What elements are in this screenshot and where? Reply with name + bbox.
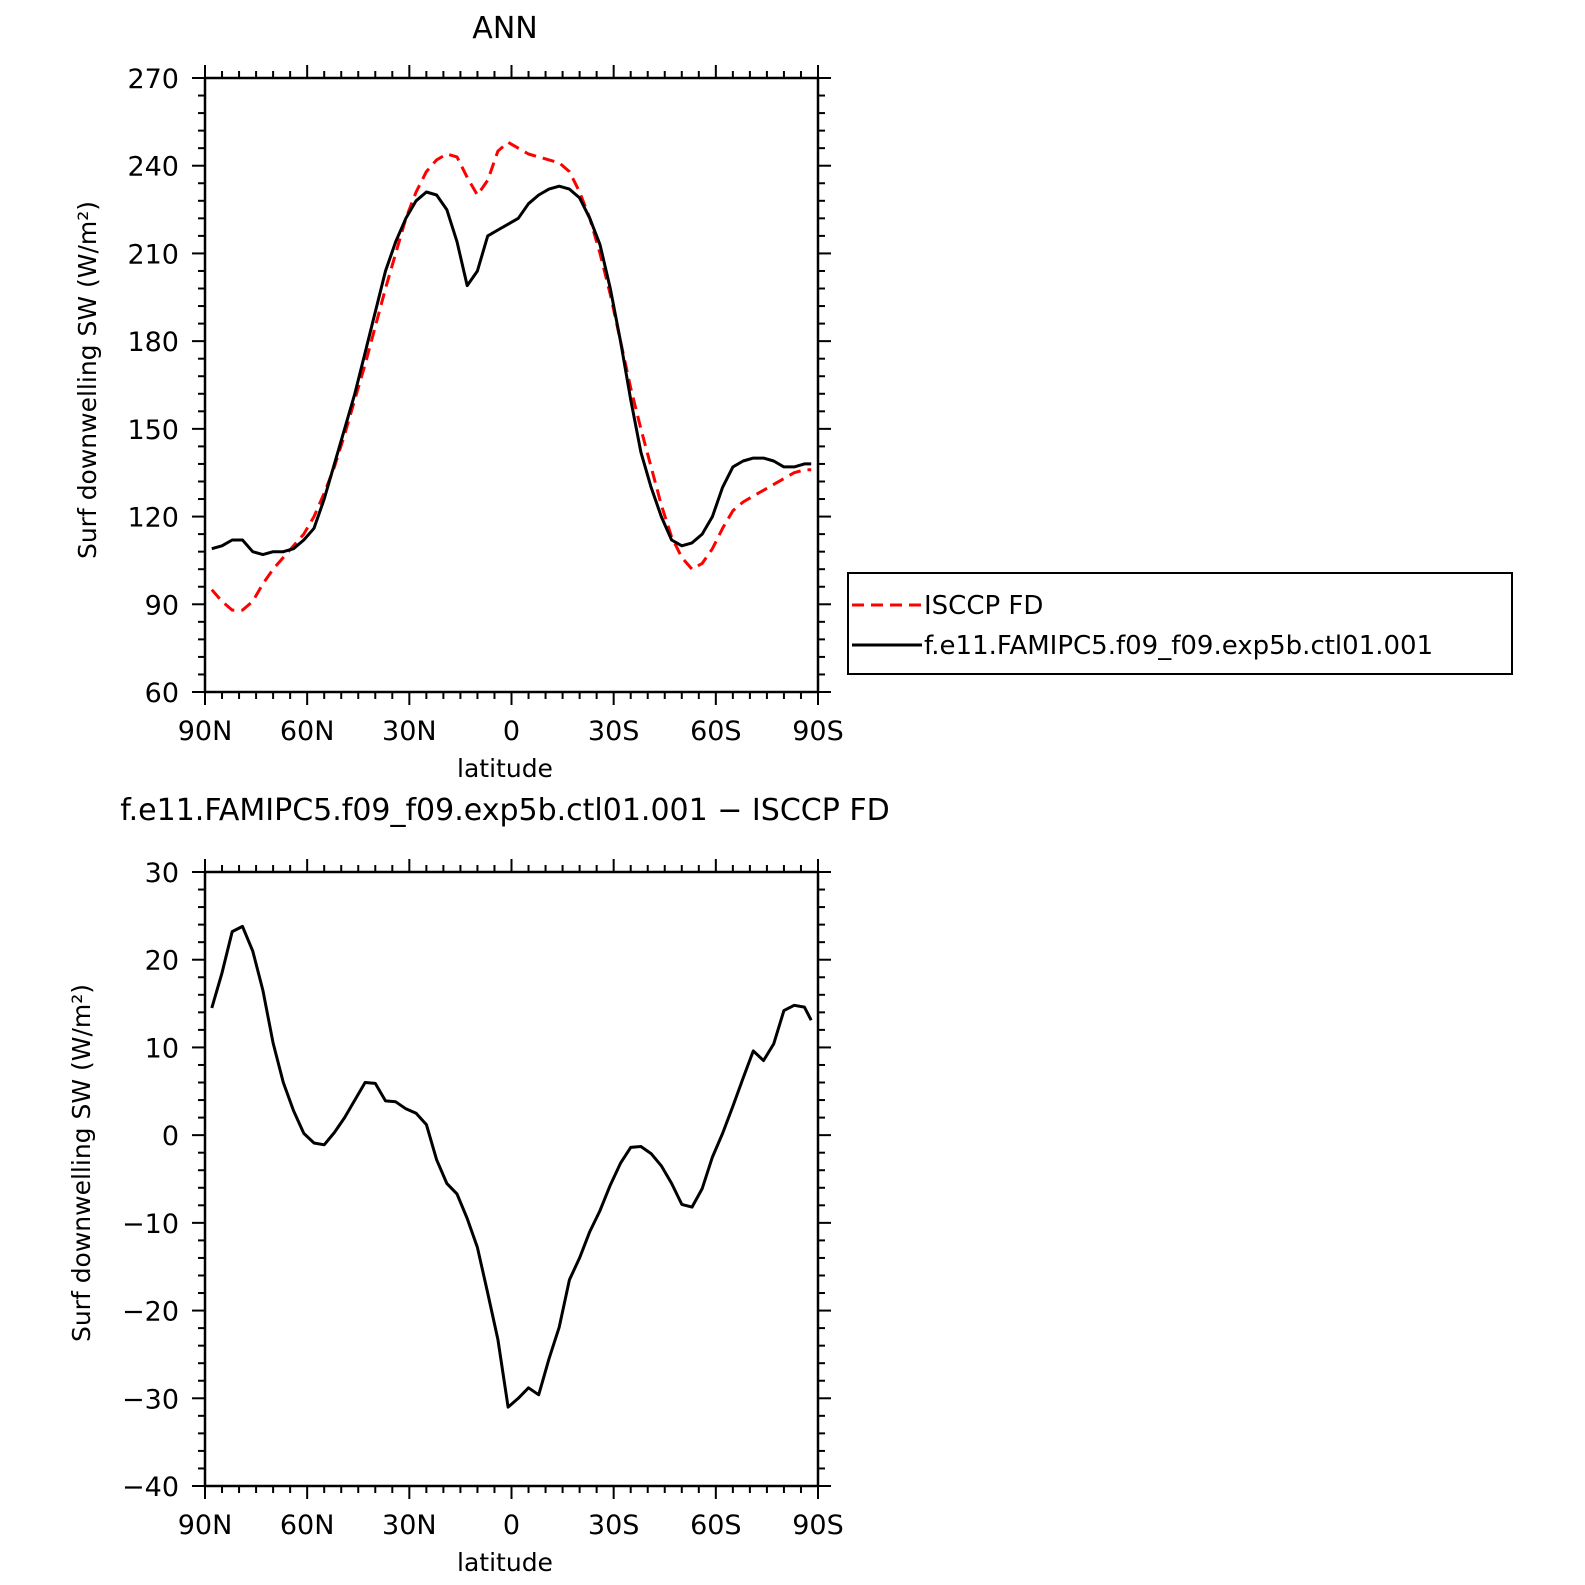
series-line-0 [210,924,813,1409]
y-tick-label: 240 [127,152,179,183]
y-tick-label: 0 [162,1121,179,1152]
chart-panel-difference: f.e11.FAMIPC5.f09_f09.exp5b.ctl01.001 − … [67,793,890,1577]
y-tick-label: −30 [122,1384,179,1415]
y-tick-label: 30 [145,858,179,889]
legend-label-isccp: ISCCP FD [924,591,1043,621]
x-tick-label: 30S [588,1510,640,1541]
x-tick-label: 60N [280,716,335,747]
plot-area: 90N 60N 30N 0 30S 60S 90S 60 90 120 150 180 210 240 27… [127,64,843,747]
y-tick-label: 20 [145,946,179,977]
x-tick-label: 30N [382,716,437,747]
x-axis-label: latitude [457,754,553,783]
y-tick-label: −10 [122,1209,179,1240]
chart-title: f.e11.FAMIPC5.f09_f09.exp5b.ctl01.001 − … [120,793,889,828]
y-axis-label: Surf downwelling SW (W/m²) [73,201,102,559]
chart-title: ANN [472,11,537,46]
x-tick-label: 60S [690,1510,742,1541]
x-tick-label: 30S [588,716,640,747]
x-tick-label: 90S [792,1510,844,1541]
y-tick-label: −40 [122,1472,179,1503]
x-tick-label: 30N [382,1510,437,1541]
x-tick-label: 0 [503,1510,520,1541]
y-tick-label: 150 [127,415,179,446]
y-tick-label: 180 [127,327,179,358]
plot-area: 90N 60N 30N 0 30S 60S 90S −40 −30 −20 −10 0 10 20 30 [122,858,844,1541]
y-tick-label: 60 [145,678,179,709]
x-tick-label: 90S [792,716,844,747]
y-tick-label: −20 [122,1297,179,1328]
y-tick-label: 10 [145,1033,179,1064]
plot-frame [203,870,820,1488]
x-tick-label: 0 [503,716,520,747]
x-tick-label: 90N [178,716,233,747]
y-axis-label: Surf downwelling SW (W/m²) [67,984,96,1342]
y-tick-label: 90 [145,590,179,621]
legend-box [847,572,1513,675]
plot-frame [203,76,820,694]
y-tick-label: 120 [127,503,179,534]
y-tick-label: 210 [127,239,179,270]
chart-panel-annual: ANN 90N 60N 30N 0 30S 60S 90S 60 90 120 150 180 210 2… [73,11,844,783]
series-line-1 [211,184,812,557]
y-tick-label: 270 [127,64,179,95]
x-tick-label: 90N [178,1510,233,1541]
legend: ISCCP FD f.e11.FAMIPC5.f09_f09.exp5b.ctl… [847,572,1513,675]
x-tick-label: 60N [280,1510,335,1541]
x-tick-label: 60S [690,716,742,747]
legend-label-model: f.e11.FAMIPC5.f09_f09.exp5b.ctl01.001 [924,631,1433,661]
x-axis-label: latitude [457,1548,553,1577]
series-line-0 [210,140,812,612]
